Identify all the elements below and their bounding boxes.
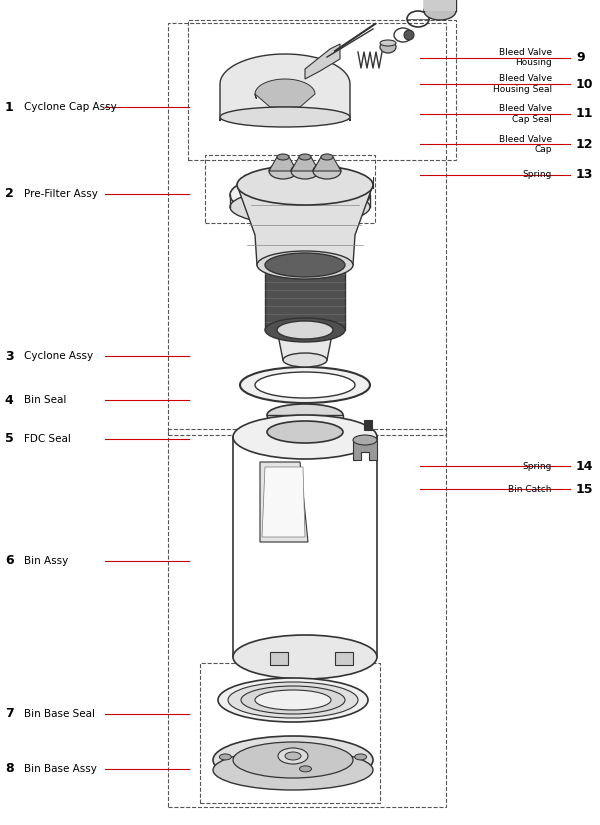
Text: Bin Base Assy: Bin Base Assy bbox=[24, 764, 97, 774]
Ellipse shape bbox=[230, 189, 370, 225]
Ellipse shape bbox=[220, 754, 232, 760]
Bar bbox=[168, 429, 446, 807]
Text: 5: 5 bbox=[5, 432, 14, 446]
Ellipse shape bbox=[233, 742, 353, 778]
Polygon shape bbox=[353, 440, 377, 460]
Ellipse shape bbox=[299, 154, 311, 160]
Text: 9: 9 bbox=[576, 51, 584, 64]
Text: Spring: Spring bbox=[523, 171, 552, 179]
Text: 12: 12 bbox=[576, 138, 593, 151]
Text: 4: 4 bbox=[5, 394, 14, 407]
Ellipse shape bbox=[237, 165, 373, 205]
Text: 10: 10 bbox=[576, 78, 593, 91]
Text: 7: 7 bbox=[5, 707, 14, 720]
Text: Bleed Valve
Housing: Bleed Valve Housing bbox=[499, 48, 552, 68]
Ellipse shape bbox=[285, 752, 301, 760]
Ellipse shape bbox=[257, 251, 353, 279]
Polygon shape bbox=[265, 265, 345, 330]
Text: Bin Catch: Bin Catch bbox=[509, 485, 552, 493]
Polygon shape bbox=[335, 652, 353, 665]
Ellipse shape bbox=[240, 367, 370, 403]
Text: 15: 15 bbox=[576, 483, 593, 496]
Polygon shape bbox=[305, 44, 340, 79]
Ellipse shape bbox=[265, 318, 345, 342]
Bar bbox=[188, 20, 456, 160]
Text: Cyclone Assy: Cyclone Assy bbox=[24, 351, 93, 361]
Text: Spring: Spring bbox=[523, 462, 552, 470]
Ellipse shape bbox=[291, 163, 319, 179]
Text: 14: 14 bbox=[576, 460, 593, 473]
Ellipse shape bbox=[233, 635, 377, 679]
Text: 13: 13 bbox=[576, 168, 593, 182]
Ellipse shape bbox=[230, 173, 370, 217]
Text: Bin Assy: Bin Assy bbox=[24, 556, 68, 566]
Text: Bin Base Seal: Bin Base Seal bbox=[24, 709, 95, 719]
Ellipse shape bbox=[424, 2, 456, 20]
Text: 8: 8 bbox=[5, 762, 13, 776]
Bar bbox=[205, 155, 375, 223]
Text: 3: 3 bbox=[5, 350, 13, 363]
Polygon shape bbox=[364, 420, 372, 430]
Polygon shape bbox=[313, 157, 341, 171]
Ellipse shape bbox=[404, 30, 414, 40]
Text: Bleed Valve
Cap: Bleed Valve Cap bbox=[499, 134, 552, 154]
Text: Cyclone Cap Assy: Cyclone Cap Assy bbox=[24, 102, 117, 112]
Text: Bin Seal: Bin Seal bbox=[24, 395, 67, 405]
Ellipse shape bbox=[424, 0, 456, 6]
Ellipse shape bbox=[283, 353, 327, 367]
Ellipse shape bbox=[380, 40, 396, 46]
Polygon shape bbox=[277, 330, 333, 360]
Ellipse shape bbox=[241, 686, 345, 714]
Text: Bleed Valve
Cap Seal: Bleed Valve Cap Seal bbox=[499, 104, 552, 124]
Polygon shape bbox=[262, 467, 305, 537]
Ellipse shape bbox=[355, 754, 367, 760]
Ellipse shape bbox=[228, 682, 358, 718]
Polygon shape bbox=[220, 54, 350, 121]
Ellipse shape bbox=[353, 435, 377, 445]
Text: 6: 6 bbox=[5, 554, 13, 568]
Polygon shape bbox=[260, 462, 308, 542]
Text: FDC Seal: FDC Seal bbox=[24, 434, 71, 444]
Text: 2: 2 bbox=[5, 187, 14, 200]
Polygon shape bbox=[269, 157, 297, 171]
Ellipse shape bbox=[213, 750, 373, 790]
Text: 1: 1 bbox=[5, 101, 14, 114]
Text: 11: 11 bbox=[576, 107, 593, 120]
Ellipse shape bbox=[213, 736, 373, 784]
Ellipse shape bbox=[277, 154, 289, 160]
Polygon shape bbox=[237, 185, 373, 265]
Ellipse shape bbox=[380, 41, 396, 53]
Ellipse shape bbox=[267, 421, 343, 443]
Ellipse shape bbox=[255, 690, 331, 710]
Ellipse shape bbox=[265, 253, 345, 277]
Ellipse shape bbox=[220, 107, 350, 127]
Ellipse shape bbox=[218, 678, 368, 722]
Ellipse shape bbox=[313, 163, 341, 179]
Text: Bleed Valve
Housing Seal: Bleed Valve Housing Seal bbox=[493, 74, 552, 94]
Ellipse shape bbox=[233, 415, 377, 459]
Polygon shape bbox=[270, 652, 288, 665]
Polygon shape bbox=[267, 415, 343, 432]
Polygon shape bbox=[255, 79, 315, 107]
Polygon shape bbox=[424, 0, 456, 11]
Ellipse shape bbox=[278, 748, 308, 764]
Ellipse shape bbox=[299, 766, 311, 772]
Text: Pre-Filter Assy: Pre-Filter Assy bbox=[24, 189, 98, 199]
Bar bbox=[200, 663, 380, 803]
Bar bbox=[168, 23, 446, 435]
Ellipse shape bbox=[245, 179, 355, 211]
Ellipse shape bbox=[277, 321, 333, 339]
Ellipse shape bbox=[255, 372, 355, 398]
Polygon shape bbox=[291, 157, 319, 171]
Ellipse shape bbox=[269, 163, 297, 179]
Ellipse shape bbox=[321, 154, 333, 160]
Ellipse shape bbox=[267, 404, 343, 426]
